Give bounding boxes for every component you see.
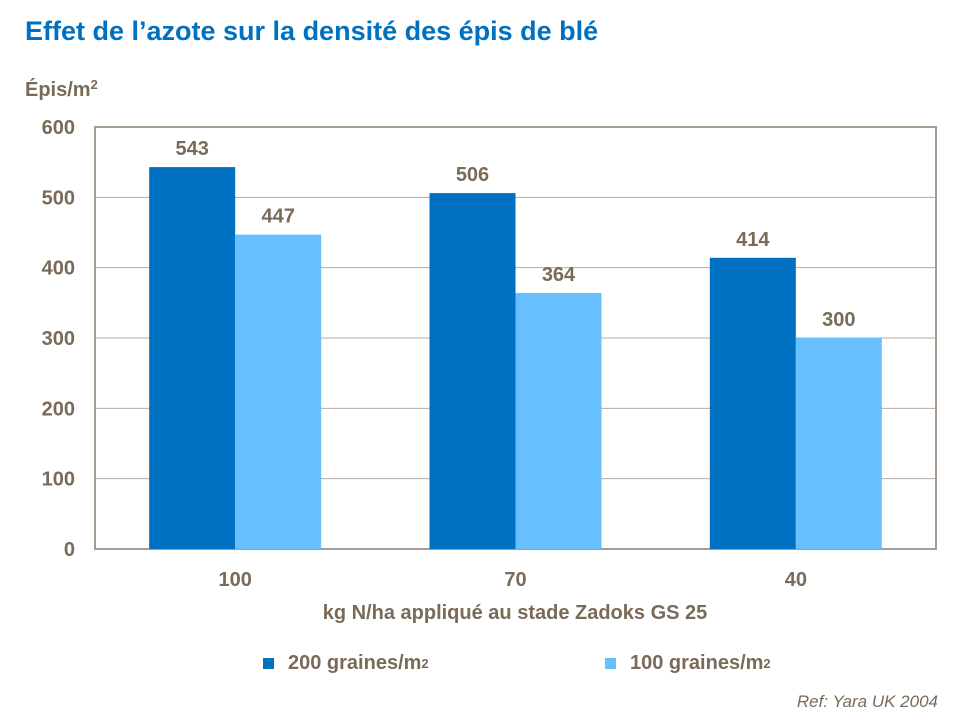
y-axis-label-text: Épis/m: [25, 79, 91, 101]
bar: [709, 257, 796, 549]
y-tick-label: 0: [64, 539, 75, 561]
legend-item-100: 100 graines/m 2: [605, 652, 771, 675]
x-tick-label: 40: [785, 569, 807, 591]
x-tick-label: 100: [218, 569, 251, 591]
x-tick-label: 70: [504, 569, 526, 591]
legend-label: 200 graines/m: [288, 652, 422, 674]
data-label: 447: [261, 206, 294, 228]
data-label: 364: [542, 264, 576, 286]
x-axis-label: kg N/ha appliqué au stade Zadoks GS 25: [322, 602, 708, 624]
y-tick-label: 100: [42, 469, 75, 491]
bar: [235, 234, 322, 550]
data-label: 414: [736, 229, 770, 251]
y-tick-label: 200: [42, 398, 75, 420]
bar: [515, 292, 602, 549]
y-tick-label: 400: [42, 258, 75, 280]
legend-sup: 2: [763, 656, 771, 671]
legend-swatch: [605, 658, 616, 669]
legend-label: 100 graines/m: [630, 652, 764, 674]
legend-item-200: 200 graines/m 2: [263, 652, 429, 675]
source-note: Ref: Yara UK 2004: [796, 692, 938, 711]
data-label: 506: [456, 164, 489, 186]
data-label: 300: [822, 309, 855, 331]
bar: [149, 167, 236, 549]
chart-title: Effet de l’azote sur la densité des épis…: [25, 16, 599, 46]
data-label: 543: [175, 138, 208, 160]
legend-swatch: [263, 658, 274, 669]
bar: [429, 193, 516, 549]
y-axis-label-sup: 2: [90, 77, 98, 92]
y-tick-label: 600: [42, 117, 75, 139]
bar: [795, 338, 882, 549]
y-tick-label: 300: [42, 328, 75, 350]
y-axis-label: Épis/m2: [25, 77, 98, 102]
legend-sup: 2: [421, 656, 429, 671]
y-tick-label: 500: [42, 187, 75, 209]
